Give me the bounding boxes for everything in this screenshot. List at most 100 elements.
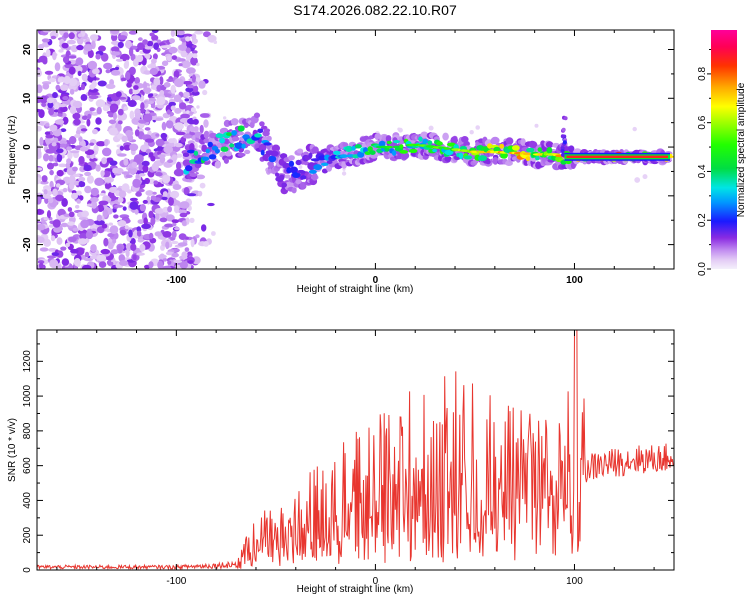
ridge-blob	[399, 144, 404, 149]
ridge-halo	[259, 121, 265, 127]
noise-blob	[76, 199, 81, 204]
noise-blob	[89, 107, 95, 112]
noise-blob	[72, 100, 83, 109]
noise-blob	[133, 85, 139, 90]
noise-blob	[167, 206, 173, 213]
noise-blob	[55, 194, 64, 201]
ridge-halo	[284, 174, 291, 179]
noise-blob	[159, 76, 164, 86]
noise-blob	[146, 100, 155, 105]
noise-blob	[179, 261, 188, 269]
ridge-halo	[545, 141, 554, 149]
noise-blob	[151, 58, 157, 64]
noise-blob	[143, 217, 148, 225]
noise-blob	[105, 69, 111, 74]
ridge-core	[386, 145, 393, 149]
noise-blob	[171, 252, 179, 258]
noise-blob	[56, 153, 63, 163]
noise-blob	[141, 223, 152, 229]
ridge-core	[443, 147, 451, 150]
ridge-blob	[535, 156, 540, 161]
ridge-halo	[267, 161, 274, 167]
snr-ytick-label: 600	[22, 457, 33, 474]
noise-blob	[142, 87, 152, 93]
noise-blob	[190, 238, 195, 248]
noise-blob	[145, 190, 154, 196]
noise-blob	[92, 68, 100, 75]
spectrogram-ytick-label: -10	[22, 188, 33, 203]
noise-blob	[87, 228, 92, 233]
noise-dot	[213, 40, 218, 44]
noise-blob	[180, 113, 191, 119]
noise-blob	[92, 128, 98, 135]
noise-blob	[63, 32, 69, 39]
noise-blob	[98, 45, 106, 52]
snr-ytick-label: 200	[22, 526, 33, 543]
ridge-halo	[342, 142, 349, 148]
noise-blob	[142, 39, 149, 45]
noise-blob	[177, 242, 188, 247]
noise-blob	[156, 104, 165, 109]
noise-blob	[83, 164, 92, 172]
noise-blob	[54, 119, 65, 125]
ridge-blob	[499, 143, 505, 149]
noise-blob	[58, 49, 64, 53]
noise-blob	[173, 168, 184, 177]
noise-blob	[181, 251, 188, 259]
noise-blob	[40, 95, 48, 104]
noise-blob	[109, 160, 118, 166]
noise-blob	[180, 50, 188, 58]
spike-blob	[560, 134, 565, 139]
noise-blob	[165, 251, 174, 256]
noise-blob	[37, 84, 43, 94]
noise-blob	[161, 60, 169, 67]
noise-blob	[155, 212, 160, 220]
ridge-halo	[237, 131, 244, 136]
ridge-blob	[321, 162, 329, 166]
noise-blob	[129, 143, 139, 152]
noise-blob	[111, 46, 120, 53]
noise-blob	[107, 233, 115, 238]
noise-blob	[98, 261, 107, 268]
noise-blob	[183, 91, 190, 98]
colorbar-ticks: 0.0 0.2 0.4 0.6 0.8	[697, 49, 711, 276]
ridge-blob	[378, 140, 386, 148]
noise-blob	[172, 155, 178, 159]
noise-blob	[144, 53, 151, 60]
noise-blob	[174, 142, 183, 148]
noise-blob	[182, 80, 193, 85]
noise-blob	[110, 30, 120, 35]
noise-blob	[89, 157, 98, 162]
noise-blob	[101, 223, 108, 229]
ridge-blob	[393, 140, 400, 144]
noise-blob	[178, 44, 188, 51]
tail-band-core	[566, 155, 668, 158]
noise-blob	[162, 191, 168, 197]
noise-dot	[469, 130, 474, 135]
noise-blob	[159, 90, 165, 96]
noise-blob	[143, 70, 152, 75]
noise-blob	[45, 134, 54, 139]
noise-blob	[90, 244, 97, 253]
noise-blob	[84, 185, 92, 194]
noise-blob	[85, 230, 94, 240]
noise-blob	[102, 209, 109, 218]
noise-blob	[197, 190, 203, 197]
noise-blob	[110, 249, 119, 255]
noise-blob	[149, 32, 155, 37]
ridge-blob	[201, 156, 210, 162]
ridge-blob	[185, 165, 193, 172]
noise-blob	[184, 247, 190, 253]
spectrogram-marks	[37, 30, 674, 269]
noise-blob	[113, 204, 124, 208]
noise-blob	[65, 242, 70, 248]
noise-blob	[128, 229, 133, 238]
noise-blob	[162, 174, 171, 184]
noise-blob	[55, 183, 61, 188]
noise-blob	[68, 66, 76, 75]
noise-blob	[69, 105, 77, 115]
noise-blob	[72, 112, 81, 120]
ridge-blob	[219, 137, 226, 144]
noise-blob	[80, 128, 88, 132]
